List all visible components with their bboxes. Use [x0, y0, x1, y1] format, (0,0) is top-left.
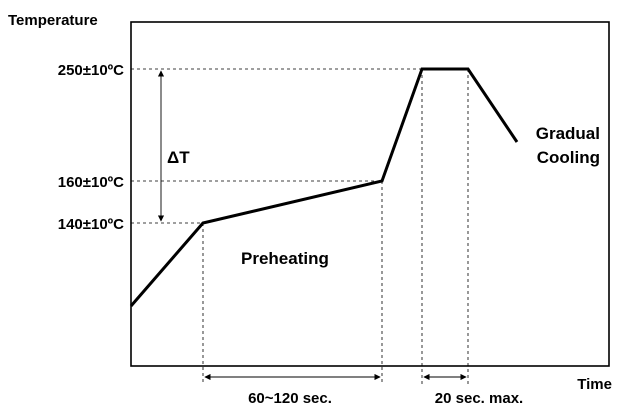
axes-frame	[130, 21, 610, 367]
temp-label-140: 140±10ºC	[58, 216, 124, 233]
preheat-duration-label: 60~120 sec.	[248, 390, 332, 405]
temperature-profile-line	[129, 67, 519, 307]
temp-label-160: 160±10ºC	[58, 174, 124, 191]
temp-label-250: 250±10ºC	[58, 62, 124, 79]
y-axis-label: Temperature	[8, 12, 98, 29]
gradual-label: Gradual	[536, 124, 600, 143]
guide-lines	[131, 68, 469, 384]
x-axis-label: Time	[577, 376, 612, 393]
delta-t-label: ΔT	[167, 148, 190, 167]
peak-duration-label: 20 sec. max.	[435, 390, 523, 405]
preheating-label: Preheating	[241, 249, 329, 268]
cooling-label: Cooling	[537, 148, 600, 167]
